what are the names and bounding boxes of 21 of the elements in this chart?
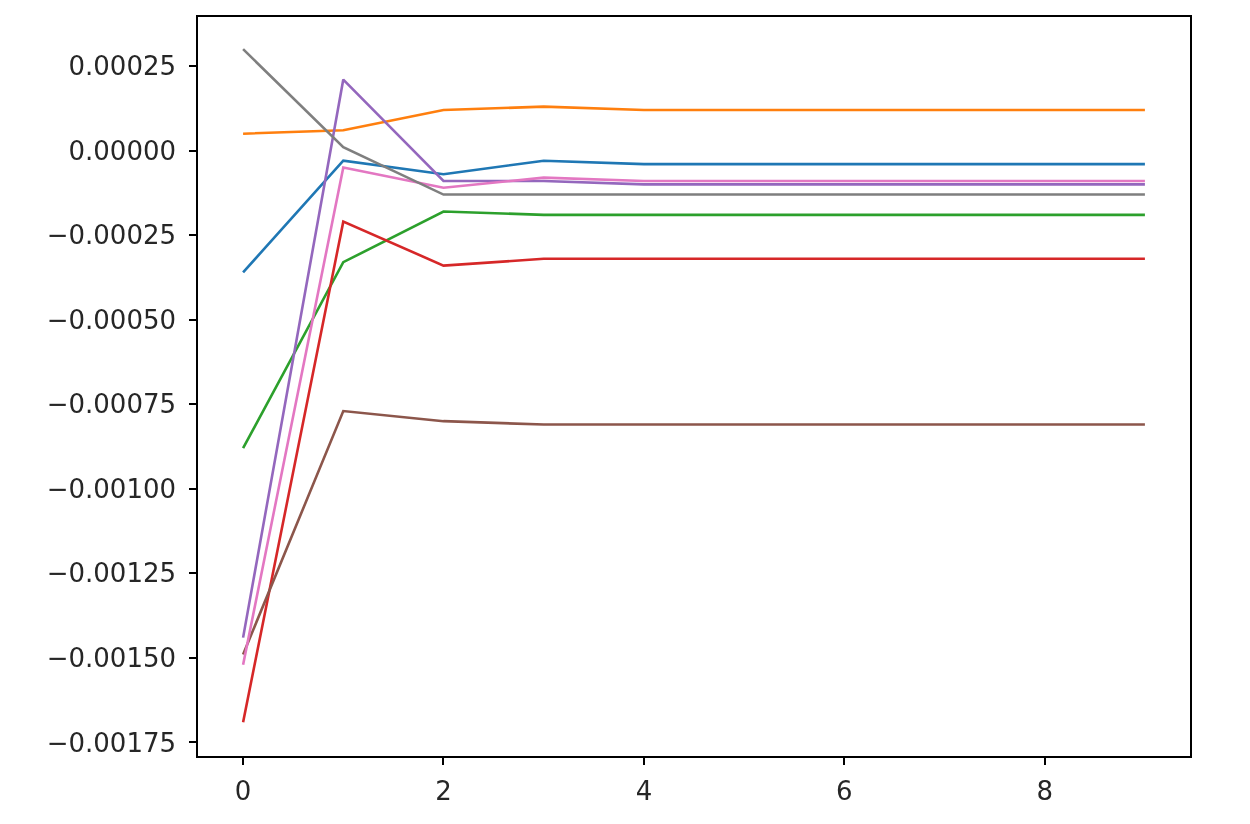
y-tick-label: 0.00025 <box>68 51 177 82</box>
y-tick-label: −0.00175 <box>46 727 177 758</box>
x-tick-label: 4 <box>635 775 653 806</box>
x-tick-label: 6 <box>836 775 853 806</box>
y-tick-label: −0.00025 <box>46 220 177 251</box>
line-series <box>241 210 1147 450</box>
y-tick-label: −0.00125 <box>46 558 177 589</box>
line-series <box>241 105 1147 135</box>
line-series <box>241 159 1147 274</box>
line-series <box>241 220 1147 724</box>
y-tick-label: −0.00050 <box>46 304 177 335</box>
y-tick-label: 0.00000 <box>68 135 177 166</box>
x-tick-label: 0 <box>234 775 252 806</box>
line-series <box>241 409 1147 656</box>
x-tick-label: 2 <box>435 775 452 806</box>
y-tick-label: −0.00100 <box>46 473 177 504</box>
y-tick-label: −0.00075 <box>46 389 177 420</box>
line-series <box>241 78 1147 639</box>
line-series <box>241 166 1147 666</box>
y-tick-label: −0.00150 <box>46 643 177 674</box>
x-tick-label: 8 <box>1036 775 1053 806</box>
